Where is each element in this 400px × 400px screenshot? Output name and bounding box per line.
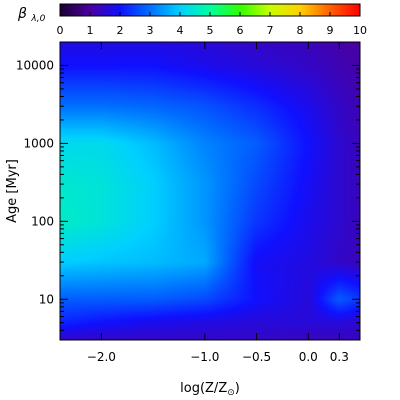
colorbar-tick-label: 1 (87, 24, 94, 37)
colorbar: β λ,0 0 1 2 3 4 5 6 7 8 9 10 (17, 3, 367, 37)
y-tick-label: 1000 (23, 136, 54, 150)
colorbar-ticks: 0 1 2 3 4 5 6 7 8 9 10 (57, 12, 367, 37)
y-tick-label: 10000 (16, 58, 54, 72)
colorbar-tick-label: 7 (267, 24, 274, 37)
colorbar-tick-label: 10 (353, 24, 367, 37)
x-tick-label: 0.3 (330, 350, 349, 364)
colorbar-tick-label: 6 (237, 24, 244, 37)
colorbar-tick-label: 8 (297, 24, 304, 37)
y-tick-label: 100 (31, 214, 54, 228)
x-tick-label: −1.0 (190, 350, 219, 364)
colorbar-tick-label: 9 (327, 24, 334, 37)
y-axis-label: Age [Myr] (5, 159, 20, 223)
colorbar-tick-label: 3 (147, 24, 154, 37)
x-axis-label: log(Z/Z⊙) (180, 381, 240, 398)
colorbar-tick-label: 4 (177, 24, 184, 37)
plot-frame (59, 41, 361, 341)
x-tick-label: −0.5 (242, 350, 271, 364)
x-tick-label: 0.0 (299, 350, 318, 364)
colorbar-label: β λ,0 (17, 6, 46, 24)
y-axis: 10 100 1000 10000 (16, 41, 360, 341)
x-axis: −2.0 −1.0 −0.5 0.0 0.3 (87, 42, 349, 364)
colorbar-tick-label: 2 (117, 24, 124, 37)
y-tick-label: 10 (39, 292, 54, 306)
colorbar-tick-label: 5 (207, 24, 214, 37)
x-tick-label: −2.0 (87, 350, 116, 364)
heatmap-image (60, 42, 360, 340)
colorbar-tick-label: 0 (57, 24, 64, 37)
